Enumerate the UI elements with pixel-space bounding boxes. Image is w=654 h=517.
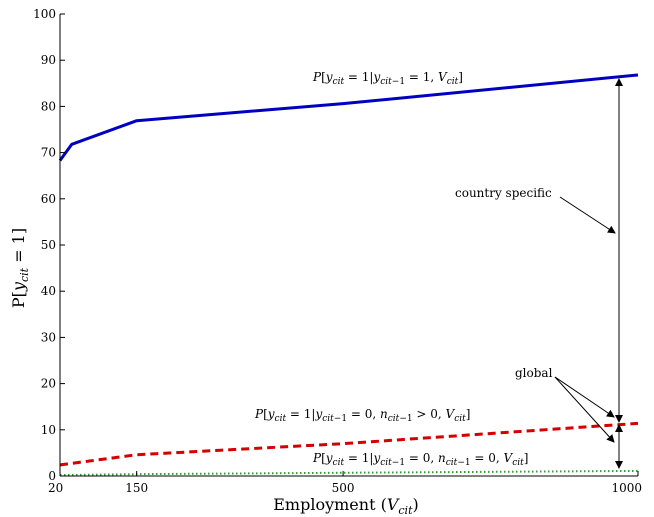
y-tick-label: 30 [41,330,56,344]
series-line-dashed [59,421,639,467]
annotation-country-specific: country specific [455,186,552,200]
y-tick-label: 60 [41,192,56,206]
x-axis-label-main: Employment ( [273,495,387,514]
x-tick-label: 500 [332,481,355,495]
x-axis-label-close: ) [413,495,419,514]
y-tick-label: 90 [41,53,56,67]
y-tick-label: 50 [41,238,56,252]
y-axis-label-sub: cit [18,267,31,282]
y-tick-label: 0 [48,469,56,483]
arrow-global-pointer-upper [554,376,615,418]
x-tick-label: 150 [125,481,148,495]
y-tick-label: 70 [41,146,56,160]
series-line-solid [58,73,639,162]
arrow-global-pointer-lower [554,376,615,443]
x-axis-label-var: V [387,495,400,514]
y-axis-label-var: y [9,281,28,292]
y-tick-label: 20 [41,377,56,391]
y-axis-label: P[ycit = 1] [9,228,31,308]
y-tick-label: 80 [41,99,56,113]
y-tick-label: 40 [41,284,56,298]
x-tick-label: 20 [48,481,63,495]
arrow-country-specific-pointer [559,196,616,234]
x-axis-label: Employment (Vcit) [273,495,419,517]
series-line-dotted [59,469,639,477]
series-label-blue: P[ycit = 1|ycit−1 = 1, Vcit] [312,70,463,87]
x-axis-label-sub: cit [398,504,413,517]
annotation-global: global [515,366,553,380]
y-axis-label-prefix: P[ [9,291,28,308]
series-label-red: P[ycit = 1|ycit−1 = 0, ncit−1 > 0, Vcit] [254,407,470,424]
x-tick-label: 1000 [611,481,642,495]
series-label-green: P[ycit = 1|ycit−1 = 0, ncit−1 = 0, Vcit] [312,451,528,468]
y-tick-label: 10 [41,423,56,437]
y-axis-label-suffix: = 1] [9,228,28,268]
y-tick-label: 100 [33,7,56,21]
